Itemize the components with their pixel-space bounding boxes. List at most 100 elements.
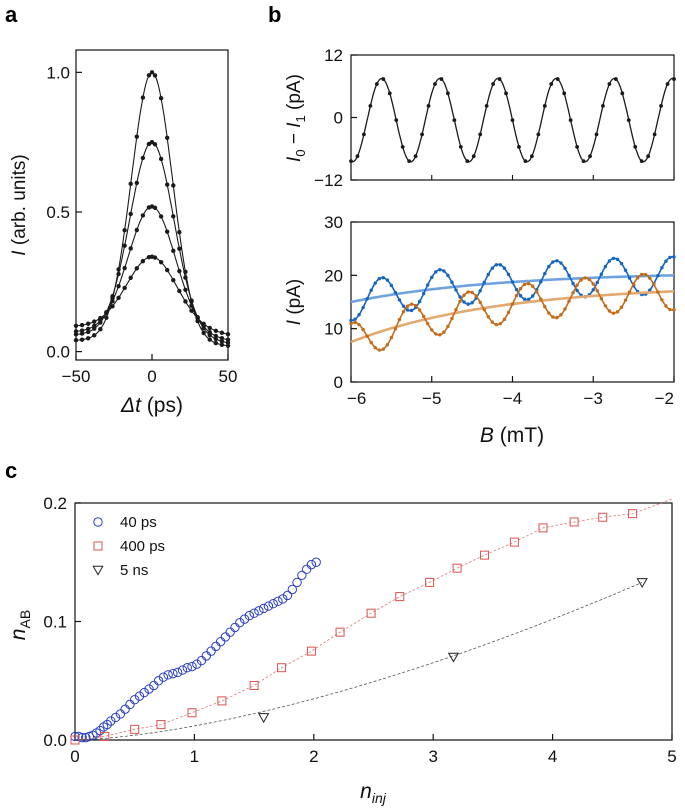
panel-c-data-point-circle [258,603,269,614]
panel-a-data-point [165,229,170,234]
panel-c-data-point-circle [182,663,192,673]
panel-b-bottom-data-point-blue [668,255,672,260]
panel-b-bottom-data-point-blue [518,294,523,298]
panel-b-top-data-point [368,103,373,108]
panel-c-data-point-circle [292,577,302,588]
panel-b-bottom-data-point-orange [438,333,442,337]
panel-b-bottom-data-point-orange [648,276,652,280]
panel-b-bottom-data-point-blue [603,264,608,269]
panel-b-bottom-data-point-orange [547,311,551,315]
panel-b-bottom-data-point-orange [660,298,664,302]
panel-b-bottom-data-point-blue [438,268,442,272]
panel-b-bottom-data-point-blue [599,272,604,276]
panel-c-ytick-label: 0.2 [43,494,67,513]
panel-a-data-point [79,337,85,342]
panel-b-bottom-data-point-orange [385,343,390,347]
panel-a-data-point [128,275,133,280]
panel-c-data-point-square [217,696,227,706]
panel-b-top-data-point [517,144,521,149]
panel-a-data-point [152,255,158,260]
panel-b-bottom-data-point-blue [397,298,402,302]
panel-a-data-point [122,228,127,233]
panel-c-data-point-circle [95,725,105,736]
panel-b-bottom-data-point-orange [494,322,499,327]
panel-b-bottom-data-point-orange [426,321,430,326]
panel-b-bottom-data-point-orange [635,276,640,280]
panel-b-bottom-data-point-blue [450,280,454,284]
panel-b-bottom-data-point-orange [518,286,523,291]
panel-c-data-point-square [70,735,80,745]
panel-c-data-point-square [395,592,405,602]
panel-b-top-data-point [633,144,638,149]
panel-c-data-point-circle [311,557,321,567]
panel-b-bottom-data-point-blue [591,288,595,292]
panel-b-top-data-point [355,154,360,159]
panel-a-series-line [75,71,229,347]
panel-b-bottom-ytick-label: 0 [334,373,343,392]
panel-b-bottom-data-point-blue [381,275,385,280]
panel-c-data-point-circle [187,661,197,672]
panel-b-top-data-point [613,77,618,81]
panel-a-data-point [110,294,115,299]
panel-c-data-point-circle [287,584,298,595]
panel-a-data-point [152,205,158,210]
panel-c-data-point-square [335,627,345,637]
panel-label-b: b [268,2,281,27]
panel-a-data-point [219,336,225,341]
panel-a-data-point [158,156,164,162]
panel-c-ylabel: nAB [7,610,33,640]
panel-a-data-point [177,230,182,235]
panel-b-bottom-data-point-blue [462,300,466,304]
panel-b-bottom-data-point-orange [353,320,357,325]
panel-label-a: a [5,2,18,27]
panel-a-data-point [207,337,212,342]
panel-c-data-point-circle [125,699,135,710]
panel-c-chart: 0 1 2 3 4 5 0.0 0.1 0.2 40 ps 400 ps 5 ns nAB ninj [7,494,677,806]
panel-b-top-data-point [568,118,573,123]
panel-b-bottom-data-point-blue [490,266,495,270]
panel-b-bottom-data-point-orange [619,305,624,309]
panel-c-data-point-square [249,680,259,690]
panel-b-top-data-point [349,159,353,164]
panel-c-data-point-square [480,550,490,560]
panel-c-data-point-circle [149,680,159,691]
panel-c-data-point-circle [263,601,274,611]
panel-b-bottom-data-point-orange [470,290,474,295]
panel-c-data-point-circle [306,559,317,570]
panel-b-bottom-data-point-blue [357,312,361,317]
panel-b-bottom-data-point-blue [349,318,353,323]
panel-b-top-data-point [607,82,612,86]
panel-b-bottom-data-point-blue [498,263,503,267]
panel-a-data-point [79,331,85,336]
panel-c-data-point-circle [106,716,116,726]
panel-b-bottom-data-point-orange [543,304,547,309]
panel-a-data-point [134,134,139,139]
panel-c-data-point-circle [130,695,140,705]
panel-b-bottom-xtick-label: −5 [422,389,441,408]
panel-b-top-data-point [646,154,651,159]
panel-c-data-point-square [306,646,316,656]
panel-b-bottom-data-point-orange [446,324,450,329]
panel-a-data-point [110,304,115,309]
panel-b-bottom-data-point-blue [656,274,660,278]
panel-a-data-point [189,303,194,308]
panel-c-data-point-circle [144,684,154,694]
panel-a-data-point [171,277,176,283]
panel-b-top-data-point [639,159,644,164]
panel-b-top-data-point [484,103,489,108]
panel-c-data-point-circle [254,606,264,616]
panel-b-top-data-point [458,144,463,149]
panel-b-bottom-data-point-blue [530,294,535,298]
panel-b-bottom-data-point-orange [672,308,676,312]
panel-b-bottom-data-point-orange [381,347,385,351]
panel-c-data-point-square [187,708,197,718]
panel-b-top-data-point [497,77,502,81]
panel-b-top-data-point [620,91,625,96]
panel-b-bottom-data-point-blue [446,273,450,278]
panel-c-data-point-circle [153,676,164,686]
panel-b-bottom-data-point-blue [615,257,620,262]
panel-b-bottom-ytick-label: 10 [324,320,343,339]
panel-a-data-point [85,321,91,326]
panel-b-top-data-point [510,118,515,123]
